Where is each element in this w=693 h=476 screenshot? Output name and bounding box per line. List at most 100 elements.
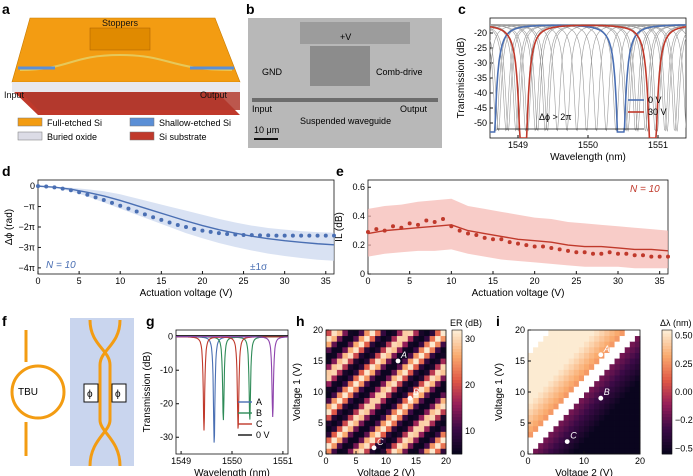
heatmap-cell	[347, 330, 354, 337]
heatmap-cell	[558, 330, 565, 337]
heatmap-cell	[364, 380, 371, 387]
colorbar-segment	[452, 367, 462, 371]
heatmap-cell	[624, 397, 631, 404]
y-tick-label: 0.2	[352, 240, 365, 250]
phi-1: ϕ	[87, 389, 93, 400]
heatmap-cell	[594, 386, 600, 393]
heatmap-cell	[429, 403, 436, 410]
heatmap-cell	[553, 386, 559, 393]
heatmap-cell	[424, 397, 431, 404]
x-axis-label: Voltage 2 (V)	[357, 468, 415, 476]
heatmap-cell	[568, 392, 575, 399]
heatmap-cell	[533, 369, 539, 376]
heatmap-cell	[396, 386, 403, 393]
heatmap-cell	[369, 335, 376, 342]
colorbar-segment	[452, 373, 462, 377]
data-point	[332, 233, 336, 238]
heatmap-cell	[624, 358, 631, 365]
heatmap-cell	[568, 375, 575, 382]
heatmap-cell	[336, 369, 343, 376]
heatmap-cell	[342, 437, 349, 444]
heatmap-cell	[429, 437, 436, 444]
heatmap-cell	[594, 369, 600, 376]
legend-label-substrate: Si substrate	[159, 132, 207, 142]
heatmap-cell	[396, 431, 403, 438]
heatmap-cell	[386, 397, 392, 404]
heatmap-cell	[604, 397, 610, 404]
heatmap-cell	[391, 437, 398, 444]
heatmap-cell	[331, 369, 338, 376]
heatmap-cell	[364, 386, 371, 393]
heatmap-cell	[380, 335, 387, 342]
heatmap-cell	[528, 392, 534, 399]
heatmap-cell	[353, 442, 360, 449]
ring	[10, 364, 66, 420]
heatmap-cell	[629, 397, 636, 404]
heatmap-cell	[407, 341, 414, 348]
heatmap-cell	[533, 335, 539, 342]
heatmap-cell	[396, 346, 403, 353]
heatmap-cell	[589, 392, 595, 399]
heatmap-cell	[629, 352, 636, 359]
data-point	[315, 233, 320, 238]
heatmap-cell	[594, 437, 600, 444]
heatmap-cell	[380, 380, 387, 387]
heatmap-cell	[342, 442, 349, 449]
colorbar-segment	[662, 345, 672, 349]
heatmap-cell	[533, 408, 539, 415]
heatmap-cell	[553, 352, 559, 359]
heatmap-cell	[543, 386, 549, 393]
heatmap-cell	[402, 397, 409, 404]
heatmap-cell	[604, 358, 610, 365]
data-point	[68, 188, 73, 193]
heatmap-cell	[440, 369, 447, 376]
heatmap-cell	[553, 380, 559, 387]
colorbar-segment	[452, 395, 462, 399]
colorbar-segment	[662, 333, 672, 337]
heatmap-cell	[358, 392, 365, 399]
heatmap-cell	[589, 335, 595, 342]
heatmap-cell	[386, 420, 392, 427]
colorbar-segment	[452, 392, 462, 396]
data-point	[566, 248, 570, 253]
heatmap-cell	[624, 341, 631, 348]
heatmap-cell	[402, 335, 409, 342]
heatmap-cell	[629, 330, 636, 337]
x-tick-label: 1551	[273, 456, 293, 466]
heatmap-cell	[396, 369, 403, 376]
panel-e-chart: e 0 5 10 15 20 25 30 35 0 0.2 0.4 0.6 Actuation volta…	[334, 163, 670, 299]
heatmap-cell	[538, 425, 544, 432]
heatmap-cell	[563, 330, 570, 337]
heatmap-cell	[634, 403, 641, 410]
heatmap-cell	[573, 414, 580, 421]
panel-letter-e: e	[336, 163, 344, 179]
heatmap-cell	[614, 448, 621, 455]
heatmap-cell	[386, 442, 392, 449]
spectrum-line-30V	[490, 24, 686, 138]
heatmap-cell	[558, 346, 565, 353]
heatmap-cell	[568, 414, 575, 421]
heatmap-cell	[558, 420, 565, 427]
x-tick-label: 10	[579, 456, 589, 466]
heatmap-cell	[604, 420, 610, 427]
heatmap-cell	[629, 414, 636, 421]
heatmap-cell	[604, 369, 610, 376]
heatmap-cell	[440, 403, 447, 410]
heatmap-cell	[589, 437, 595, 444]
heatmap-cell	[629, 431, 636, 438]
heatmap-cell	[619, 330, 626, 337]
heatmap-cell	[604, 414, 610, 421]
y-tick-label: -25	[474, 43, 487, 53]
data-point	[616, 251, 620, 256]
heatmap-cell	[369, 363, 376, 370]
heatmap-cell	[424, 335, 431, 342]
heatmap-cell	[634, 420, 641, 427]
heatmap-cell	[568, 403, 575, 410]
heatmap-cell	[413, 352, 420, 359]
data-point	[93, 195, 98, 200]
heatmap-cell	[533, 425, 539, 432]
heatmap-cell	[629, 363, 636, 370]
x-tick-label: 0	[323, 456, 328, 466]
heatmap-cell	[538, 386, 544, 393]
x-tick-label: 0	[35, 276, 40, 286]
